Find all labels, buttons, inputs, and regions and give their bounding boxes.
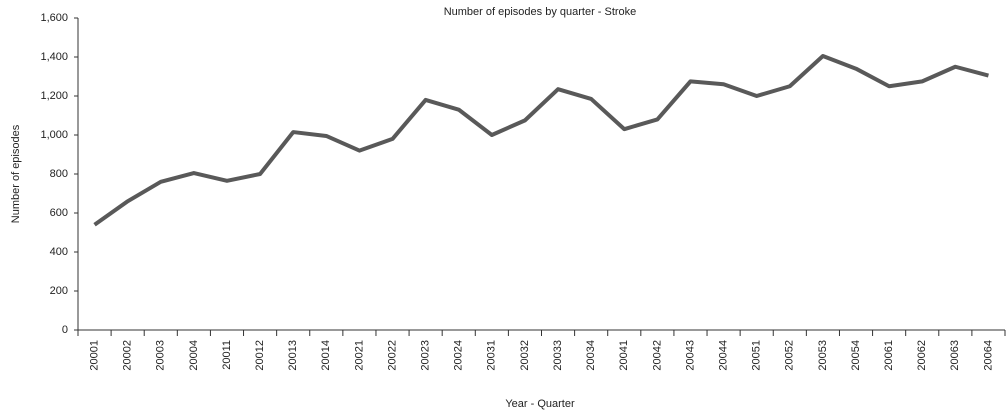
x-tick-label: 20033	[552, 340, 564, 371]
x-tick-label: 20013	[287, 340, 299, 371]
y-tick-label: 1,400	[40, 51, 68, 63]
x-tick-label: 20034	[585, 340, 597, 371]
x-tick-label: 20042	[651, 340, 663, 371]
x-tick-label: 20062	[916, 340, 928, 371]
x-tick-label: 20043	[684, 340, 696, 371]
y-tick-label: 1,600	[40, 12, 68, 24]
x-axis-title: Year - Quarter	[505, 398, 575, 410]
x-tick-label: 20063	[949, 340, 961, 371]
x-tick-label: 20064	[982, 340, 994, 371]
x-tick-label: 20002	[122, 340, 134, 371]
x-tick-label: 20051	[751, 340, 763, 371]
x-tick-label: 20053	[817, 340, 829, 371]
y-tick-label: 200	[50, 285, 68, 297]
x-tick-label: 20023	[420, 340, 432, 371]
x-tick-label: 20021	[353, 340, 365, 371]
x-tick-label: 20054	[850, 340, 862, 371]
y-tick-label: 800	[50, 168, 68, 180]
line-series	[93, 54, 989, 227]
y-tick-label: 0	[62, 324, 68, 336]
x-tick-label: 20004	[188, 340, 200, 371]
x-tick-label: 20032	[519, 340, 531, 371]
x-tick-label: 20024	[453, 340, 465, 371]
chart-title: Number of episodes by quarter - Stroke	[444, 6, 637, 18]
x-tick-label: 20052	[784, 340, 796, 371]
y-tick-label: 1,200	[40, 90, 68, 102]
x-tick-label: 20061	[883, 340, 895, 371]
y-tick-label: 600	[50, 207, 68, 219]
x-tick-label: 20041	[618, 340, 630, 371]
x-tick-label: 20001	[88, 340, 100, 371]
x-tick-label: 20003	[155, 340, 167, 371]
y-axis-title: Number of episodes	[10, 124, 22, 223]
x-tick-label: 20031	[486, 340, 498, 371]
x-tick-label: 20014	[320, 340, 332, 371]
x-tick-label: 20044	[717, 340, 729, 371]
y-tick-label: 1,000	[40, 129, 68, 141]
x-tick-label: 20012	[254, 340, 266, 371]
y-tick-label: 400	[50, 246, 68, 258]
x-tick-label: 20022	[386, 340, 398, 371]
x-tick-label: 20011	[221, 340, 233, 370]
